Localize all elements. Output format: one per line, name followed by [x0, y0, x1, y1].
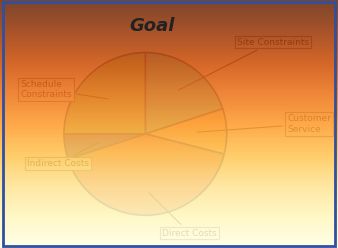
- Text: Site Constraints: Site Constraints: [179, 38, 309, 90]
- Wedge shape: [145, 109, 227, 154]
- Text: Schedule
Constraints: Schedule Constraints: [20, 80, 108, 99]
- Wedge shape: [68, 134, 224, 215]
- Text: Goal: Goal: [129, 17, 175, 35]
- Wedge shape: [64, 134, 145, 159]
- Text: Direct Costs: Direct Costs: [149, 193, 217, 238]
- Wedge shape: [64, 53, 145, 134]
- Wedge shape: [145, 53, 223, 134]
- Text: Customer
Service: Customer Service: [197, 114, 331, 134]
- Text: Indirect Costs: Indirect Costs: [27, 142, 99, 168]
